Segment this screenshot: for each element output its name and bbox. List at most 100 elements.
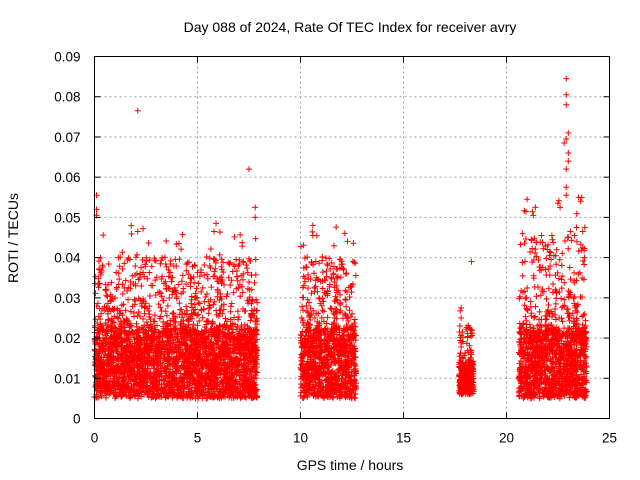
data-point (163, 312, 170, 319)
data-point (203, 290, 210, 297)
data-point (195, 280, 202, 287)
data-point (239, 289, 246, 296)
data-point (234, 308, 241, 315)
data-point (92, 290, 99, 297)
data-point (178, 246, 185, 253)
data-point (352, 272, 359, 279)
data-point (141, 273, 148, 280)
data-point (187, 283, 194, 290)
data-point (109, 318, 116, 325)
data-point (252, 256, 259, 263)
data-point (324, 314, 331, 321)
data-point (523, 294, 530, 301)
data-point (203, 253, 210, 260)
data-point (210, 255, 217, 262)
data-point (103, 292, 110, 299)
data-point (201, 261, 208, 268)
data-point (138, 283, 145, 290)
data-point (211, 298, 218, 305)
data-point (343, 303, 350, 310)
data-point (140, 315, 147, 322)
data-point (243, 261, 250, 268)
data-point (300, 242, 307, 249)
data-point (157, 260, 164, 267)
data-point (186, 259, 193, 266)
data-point (225, 274, 232, 281)
chart-title: Day 088 of 2024, Rate Of TEC Index for r… (184, 19, 517, 35)
data-point (185, 271, 192, 278)
data-point (184, 259, 191, 266)
data-point (199, 314, 206, 321)
data-point (155, 301, 162, 308)
data-point (319, 269, 326, 276)
data-point (141, 310, 148, 317)
data-point (198, 288, 205, 295)
data-point (297, 243, 304, 250)
data-point (235, 313, 242, 320)
data-point (252, 271, 259, 278)
data-point (175, 281, 182, 288)
data-point (571, 232, 578, 239)
data-point (92, 280, 99, 287)
data-point (121, 260, 128, 267)
data-point (231, 233, 238, 240)
data-point (248, 272, 255, 279)
data-point (254, 307, 261, 314)
data-point (159, 273, 166, 280)
data-point (112, 295, 119, 302)
data-point (145, 240, 152, 247)
data-point (104, 281, 111, 288)
data-point (152, 277, 159, 284)
data-point (458, 344, 465, 351)
data-point (210, 273, 217, 280)
data-point (183, 303, 190, 310)
data-point (135, 309, 142, 316)
data-point (228, 329, 235, 336)
data-point (327, 305, 334, 312)
data-point (188, 300, 195, 307)
data-point (151, 312, 158, 319)
data-point (143, 257, 150, 264)
data-point (119, 290, 126, 297)
data-point (233, 267, 240, 274)
data-point (154, 289, 161, 296)
data-point (137, 297, 144, 304)
data-point (158, 307, 165, 314)
data-point (239, 243, 246, 250)
data-point (206, 262, 213, 269)
data-point (199, 284, 206, 291)
data-point (222, 315, 229, 322)
data-point (188, 293, 195, 300)
data-point (173, 293, 180, 300)
data-point (150, 318, 157, 325)
data-point (319, 307, 326, 314)
data-point (319, 253, 326, 260)
data-point (179, 231, 186, 238)
data-point (95, 284, 102, 291)
data-point (151, 318, 158, 325)
data-point (143, 319, 150, 326)
data-point (320, 308, 327, 315)
data-point (519, 230, 526, 237)
data-point (136, 275, 143, 282)
data-point (311, 284, 318, 291)
data-point (252, 235, 259, 242)
data-point (132, 254, 139, 261)
data-point (230, 261, 237, 268)
data-point (148, 282, 155, 289)
data-point (178, 306, 185, 313)
data-point (230, 289, 237, 296)
data-points (91, 75, 590, 402)
data-point (105, 261, 112, 268)
data-point (558, 262, 565, 269)
data-point (456, 322, 463, 329)
data-point (218, 256, 225, 263)
data-point (95, 258, 102, 265)
data-point (128, 230, 135, 237)
data-point (226, 260, 233, 267)
data-point (119, 312, 126, 319)
data-point (115, 315, 122, 322)
data-point (179, 272, 186, 279)
data-point (347, 284, 354, 291)
